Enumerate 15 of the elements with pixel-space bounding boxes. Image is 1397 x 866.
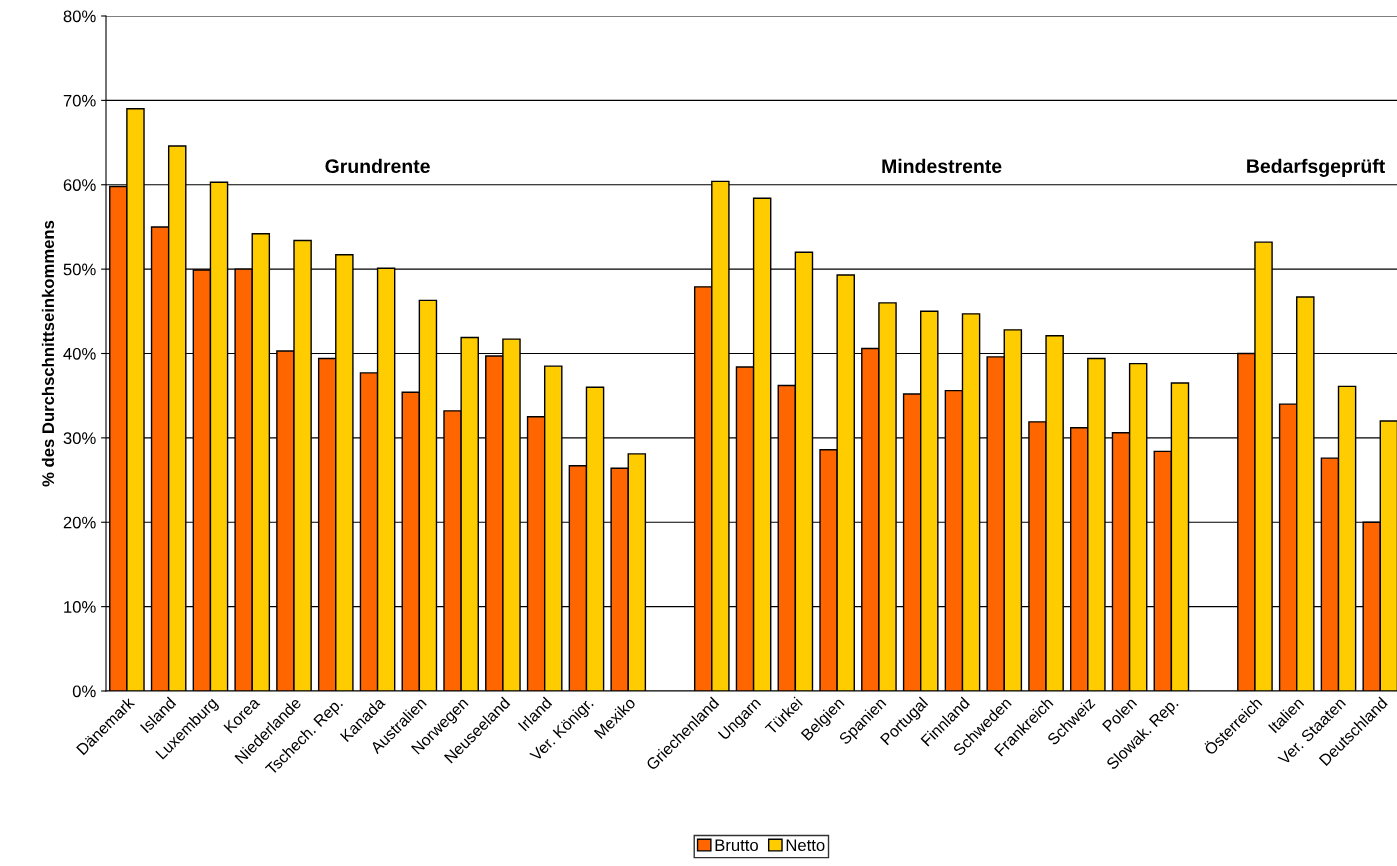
legend-label: Brutto xyxy=(715,839,758,852)
annotation: Bedarfsgeprüft xyxy=(1247,158,1385,177)
y-tick-label: 40% xyxy=(63,347,96,360)
y-tick-label: 30% xyxy=(63,432,96,445)
y-axis-title: % des Durchschnittseinkommens xyxy=(41,220,55,487)
y-tick-label: 80% xyxy=(63,10,96,23)
annotation: Mindestrente xyxy=(882,158,1002,174)
annotation: Grundrente xyxy=(325,158,430,174)
y-tick-label: 20% xyxy=(63,516,96,529)
y-tick-label: 50% xyxy=(63,263,96,276)
y-tick-label: 0% xyxy=(72,685,96,698)
y-tick-label: 70% xyxy=(63,94,96,107)
y-tick-label: 60% xyxy=(63,179,96,191)
legend-label: Netto xyxy=(786,839,825,852)
y-tick-label: 10% xyxy=(64,601,96,613)
